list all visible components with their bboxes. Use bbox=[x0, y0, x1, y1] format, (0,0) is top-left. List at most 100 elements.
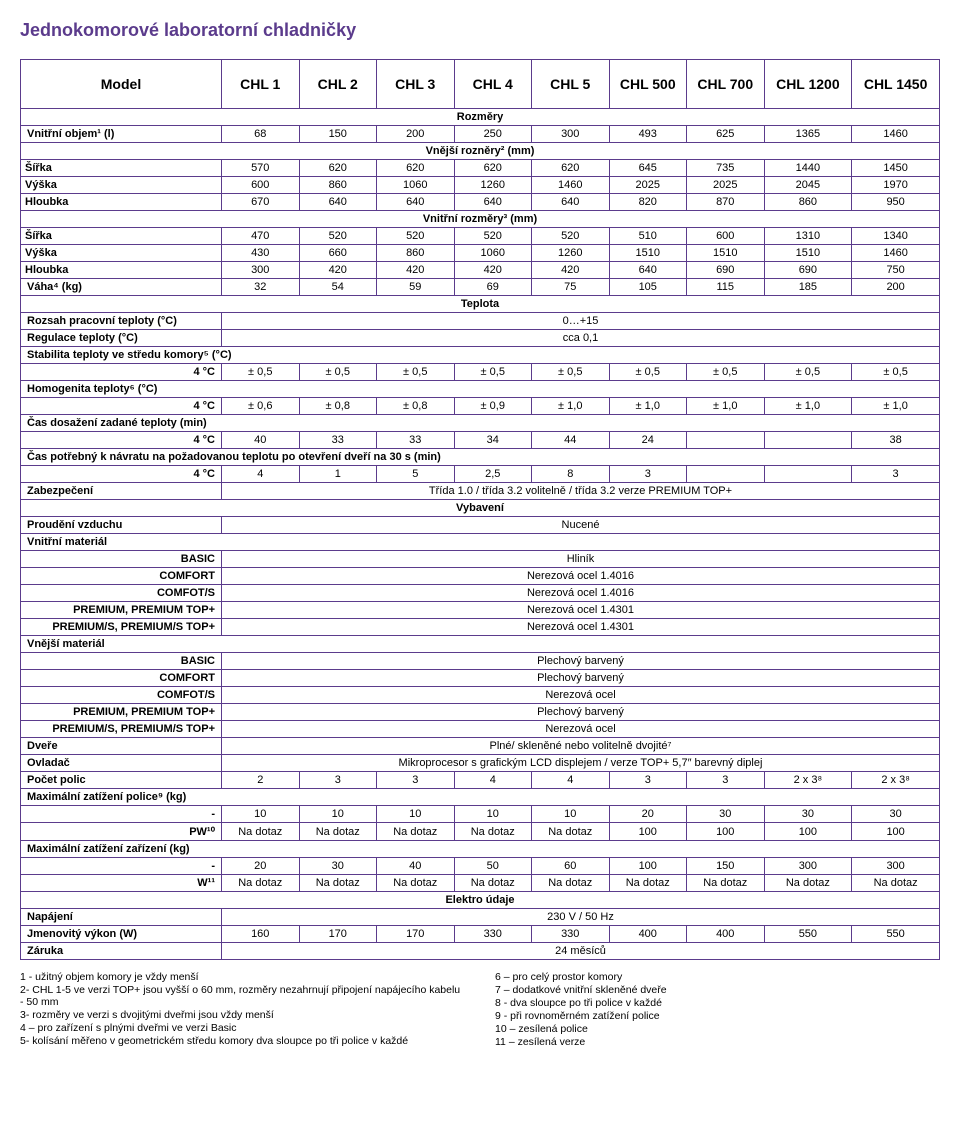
footnote: 7 – dodatkové vnitřní skleněné dveře bbox=[495, 984, 940, 996]
row-label: Proudění vzduchu bbox=[21, 517, 222, 534]
footnote: 1 - užitný objem komory je vždy menší bbox=[20, 971, 465, 983]
row-label: 4 °C bbox=[21, 364, 222, 381]
data-cell: 38 bbox=[852, 432, 940, 449]
data-cell: 100 bbox=[764, 823, 852, 841]
row-label: PREMIUM/S, PREMIUM/S TOP+ bbox=[21, 619, 222, 636]
row-label: Výška bbox=[21, 177, 222, 194]
row-label: PW¹⁰ bbox=[21, 823, 222, 841]
data-cell: 640 bbox=[377, 194, 455, 211]
data-cell: 30 bbox=[764, 806, 852, 823]
row-label: Maximální zatížení zařízení (kg) bbox=[21, 841, 940, 858]
footnote: 9 - při rovnoměrném zatížení police bbox=[495, 1010, 940, 1022]
data-cell: 10 bbox=[454, 806, 532, 823]
row-label: Vnitřní materiál bbox=[21, 534, 940, 551]
data-cell: Na dotaz bbox=[687, 875, 765, 892]
data-cell: 10 bbox=[532, 806, 610, 823]
data-cell: 0…+15 bbox=[222, 313, 940, 330]
data-cell: 620 bbox=[532, 160, 610, 177]
data-cell: 860 bbox=[764, 194, 852, 211]
data-cell: 330 bbox=[532, 926, 610, 943]
data-cell: 550 bbox=[764, 926, 852, 943]
data-cell: 1060 bbox=[454, 245, 532, 262]
data-cell: Nerezová ocel bbox=[222, 721, 940, 738]
data-cell: 185 bbox=[764, 279, 852, 296]
data-cell: 470 bbox=[222, 228, 300, 245]
row-label: PREMIUM, PREMIUM TOP+ bbox=[21, 704, 222, 721]
section-vybaveni: Vybavení bbox=[21, 500, 940, 517]
data-cell: 860 bbox=[377, 245, 455, 262]
footnote: 10 – zesílená police bbox=[495, 1023, 940, 1035]
data-cell: ± 0,5 bbox=[222, 364, 300, 381]
data-cell: Na dotaz bbox=[532, 875, 610, 892]
data-cell: 660 bbox=[299, 245, 377, 262]
data-cell: 5 bbox=[377, 466, 455, 483]
data-cell: Nerezová ocel bbox=[222, 687, 940, 704]
data-cell: 10 bbox=[222, 806, 300, 823]
data-cell: 44 bbox=[532, 432, 610, 449]
data-cell: 670 bbox=[222, 194, 300, 211]
data-cell: 620 bbox=[377, 160, 455, 177]
data-cell: Na dotaz bbox=[222, 875, 300, 892]
data-cell: 170 bbox=[299, 926, 377, 943]
col-head: CHL 1450 bbox=[852, 60, 940, 109]
data-cell: Na dotaz bbox=[299, 875, 377, 892]
data-cell: ± 0,5 bbox=[454, 364, 532, 381]
data-cell: 3 bbox=[299, 772, 377, 789]
data-cell: 690 bbox=[687, 262, 765, 279]
footnotes-left: 1 - užitný objem komory je vždy menší 2-… bbox=[20, 970, 465, 1049]
data-cell bbox=[687, 466, 765, 483]
data-cell: 550 bbox=[852, 926, 940, 943]
data-cell: 105 bbox=[609, 279, 687, 296]
data-cell: 69 bbox=[454, 279, 532, 296]
footnotes-right: 6 – pro celý prostor komory 7 – dodatkov… bbox=[495, 970, 940, 1049]
section-vnitrni: Vnitřní rozměry³ (mm) bbox=[21, 211, 940, 228]
data-cell: 300 bbox=[764, 858, 852, 875]
data-cell: 620 bbox=[454, 160, 532, 177]
data-cell: ± 1,0 bbox=[532, 398, 610, 415]
data-cell: Na dotaz bbox=[852, 875, 940, 892]
data-cell: 1365 bbox=[764, 126, 852, 143]
row-label: Maximální zatížení police⁹ (kg) bbox=[21, 789, 940, 806]
data-cell: 400 bbox=[687, 926, 765, 943]
data-cell: Nerezová ocel 1.4301 bbox=[222, 602, 940, 619]
model-label: Model bbox=[21, 60, 222, 109]
data-cell: ± 0,8 bbox=[377, 398, 455, 415]
data-cell: 30 bbox=[852, 806, 940, 823]
data-cell: Plechový barvený bbox=[222, 704, 940, 721]
data-cell: 8 bbox=[532, 466, 610, 483]
data-cell: ± 0,5 bbox=[852, 364, 940, 381]
data-cell: 100 bbox=[687, 823, 765, 841]
data-cell: 520 bbox=[454, 228, 532, 245]
row-label: Výška bbox=[21, 245, 222, 262]
data-cell: 2025 bbox=[609, 177, 687, 194]
data-cell: 735 bbox=[687, 160, 765, 177]
row-label: BASIC bbox=[21, 653, 222, 670]
col-head: CHL 5 bbox=[532, 60, 610, 109]
data-cell: 60 bbox=[532, 858, 610, 875]
data-cell: 2 x 3⁸ bbox=[764, 772, 852, 789]
data-cell: Na dotaz bbox=[532, 823, 610, 841]
row-label: COMFORT bbox=[21, 670, 222, 687]
row-label: Rozsah pracovní teploty (°C) bbox=[21, 313, 222, 330]
row-label: Šířka bbox=[21, 228, 222, 245]
row-label: Vnitřní objem¹ (l) bbox=[21, 126, 222, 143]
data-cell: 10 bbox=[377, 806, 455, 823]
data-cell bbox=[764, 432, 852, 449]
data-cell: Na dotaz bbox=[377, 823, 455, 841]
data-cell: Na dotaz bbox=[609, 875, 687, 892]
data-cell: ± 0,5 bbox=[299, 364, 377, 381]
data-cell: Na dotaz bbox=[454, 875, 532, 892]
data-cell: 30 bbox=[299, 858, 377, 875]
footnote: 11 – zesílená verze bbox=[495, 1036, 940, 1048]
data-cell: 40 bbox=[222, 432, 300, 449]
data-cell: 200 bbox=[852, 279, 940, 296]
row-label: Záruka bbox=[21, 943, 222, 960]
data-cell: 3 bbox=[687, 772, 765, 789]
footnote: 3- rozměry ve verzi s dvojitými dveřmi j… bbox=[20, 1009, 465, 1021]
data-cell: 24 měsíců bbox=[222, 943, 940, 960]
row-label: W¹¹ bbox=[21, 875, 222, 892]
data-cell bbox=[764, 466, 852, 483]
row-label: PREMIUM/S, PREMIUM/S TOP+ bbox=[21, 721, 222, 738]
data-cell: Na dotaz bbox=[454, 823, 532, 841]
data-cell: 170 bbox=[377, 926, 455, 943]
